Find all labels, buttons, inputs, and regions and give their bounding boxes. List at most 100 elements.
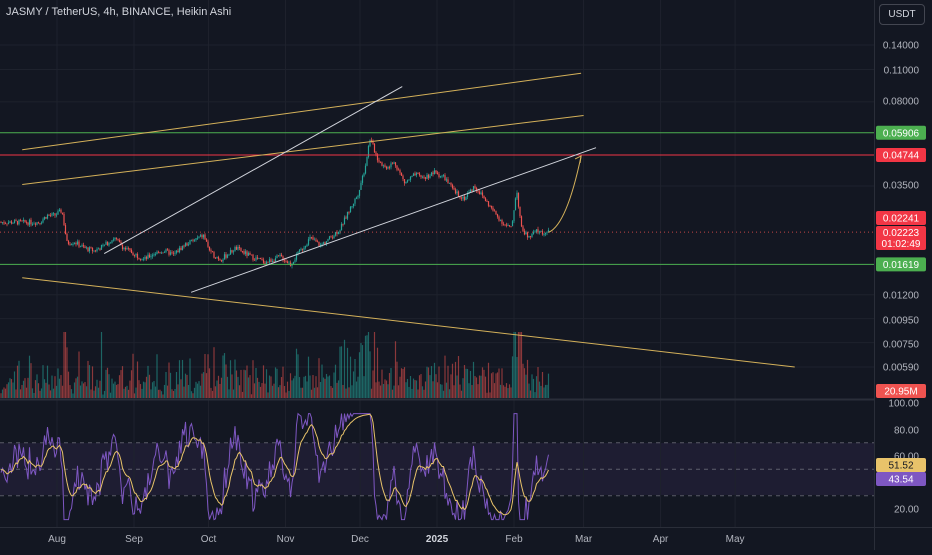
candle-body bbox=[376, 154, 379, 161]
volume-bar bbox=[199, 385, 202, 398]
candle-body bbox=[100, 245, 103, 250]
candle-body bbox=[21, 220, 23, 222]
volume-bar bbox=[351, 385, 353, 398]
candle-body bbox=[541, 231, 544, 235]
candle-body bbox=[184, 243, 187, 247]
volume-bar bbox=[388, 373, 391, 398]
volume-bar bbox=[376, 347, 379, 398]
time-tick-label: Nov bbox=[277, 534, 295, 545]
volume-bar bbox=[460, 390, 463, 398]
candle-body bbox=[270, 259, 272, 263]
candle-body bbox=[466, 193, 469, 198]
candle-body bbox=[430, 172, 433, 176]
candle-body bbox=[196, 237, 199, 239]
volume-bar bbox=[87, 360, 89, 398]
volume-bar bbox=[439, 384, 442, 398]
volume-bar bbox=[325, 373, 328, 398]
volume-bar bbox=[79, 385, 82, 398]
candle-body bbox=[511, 221, 514, 227]
volume-bar bbox=[153, 380, 155, 398]
candle-body bbox=[298, 249, 301, 252]
volume-bar bbox=[453, 385, 455, 398]
candle-body bbox=[66, 234, 68, 241]
candle-body bbox=[459, 196, 461, 198]
candle-body bbox=[337, 231, 340, 234]
volume-bar bbox=[328, 375, 331, 398]
volume-bar bbox=[342, 384, 344, 398]
candle-body bbox=[177, 250, 179, 253]
volume-bar bbox=[543, 387, 545, 398]
candle-body bbox=[405, 181, 407, 184]
rsi-tick-label: 100.00 bbox=[888, 399, 919, 410]
candle-body bbox=[516, 192, 518, 199]
candle-body bbox=[117, 238, 119, 241]
candle-body bbox=[273, 260, 275, 262]
candle-body bbox=[300, 248, 302, 250]
volume-bar bbox=[103, 390, 106, 398]
candle-body bbox=[546, 231, 548, 233]
volume-bar bbox=[435, 374, 437, 398]
price-axis[interactable]: 0.14000 0.11000 0.08000 0.03500 0.01200 0.009… bbox=[876, 41, 926, 516]
candle-body bbox=[358, 189, 361, 196]
candle-body bbox=[441, 175, 443, 177]
volume-bar bbox=[52, 388, 55, 398]
time-axis[interactable]: Aug Sep Oct Nov Dec 2025 Feb Mar Apr May bbox=[48, 534, 744, 545]
candle-body bbox=[151, 255, 154, 257]
candle-body bbox=[364, 165, 367, 174]
volume-bar bbox=[60, 375, 62, 398]
candle-body bbox=[469, 189, 472, 192]
volume-bar bbox=[51, 375, 53, 398]
volume-bar bbox=[508, 384, 511, 398]
candle-body bbox=[513, 210, 515, 222]
volume-bar bbox=[442, 390, 445, 398]
candle-body bbox=[259, 257, 262, 260]
volume-bar bbox=[238, 385, 241, 398]
volume-bar bbox=[504, 386, 506, 398]
volume-bar bbox=[111, 378, 113, 398]
volume-bar bbox=[394, 341, 397, 398]
currency-button[interactable]: USDT bbox=[879, 4, 925, 25]
volume-bar bbox=[232, 389, 235, 398]
volume-bar bbox=[355, 381, 358, 398]
candle-body bbox=[492, 207, 494, 211]
volume-bar bbox=[294, 375, 296, 398]
candle-body bbox=[202, 234, 205, 238]
volume-bar bbox=[121, 366, 124, 398]
volume-bar bbox=[267, 392, 269, 398]
candle-body bbox=[372, 140, 374, 144]
volume-bar bbox=[441, 384, 443, 398]
candle-body bbox=[292, 261, 295, 265]
volume-tag-bg bbox=[876, 384, 926, 398]
symbol-title[interactable]: JASMY / TetherUS, 4h, BINANCE, Heikin As… bbox=[6, 6, 232, 18]
candle-body bbox=[346, 211, 349, 219]
volume-bar bbox=[184, 373, 187, 398]
candle-body bbox=[159, 252, 161, 254]
candle-body bbox=[340, 223, 343, 231]
volume-bar bbox=[361, 345, 364, 398]
volume-bar bbox=[166, 385, 169, 398]
price-tick-label: 0.14000 bbox=[883, 41, 920, 52]
candle-body bbox=[15, 220, 17, 222]
candle-body bbox=[228, 254, 230, 256]
candle-body bbox=[312, 237, 314, 240]
candle-body bbox=[214, 257, 217, 259]
candle-body bbox=[69, 243, 71, 245]
volume-bar bbox=[244, 370, 247, 398]
candle-body bbox=[505, 224, 508, 226]
candle-body bbox=[415, 173, 418, 176]
volume-bar bbox=[454, 361, 457, 398]
candle-body bbox=[180, 247, 182, 251]
volume-bar bbox=[18, 360, 20, 398]
volume-bar bbox=[135, 387, 137, 398]
volume-bar bbox=[243, 369, 245, 398]
volume-bar bbox=[420, 374, 422, 398]
volume-bar bbox=[216, 380, 218, 398]
volume-bar bbox=[375, 382, 377, 398]
candle-body bbox=[279, 254, 281, 256]
candle-body bbox=[156, 251, 158, 255]
volume-bar bbox=[450, 374, 452, 398]
rsi-tick-label: 60.00 bbox=[894, 452, 919, 463]
rsi-pane bbox=[0, 412, 874, 521]
volume-bar bbox=[438, 366, 440, 398]
